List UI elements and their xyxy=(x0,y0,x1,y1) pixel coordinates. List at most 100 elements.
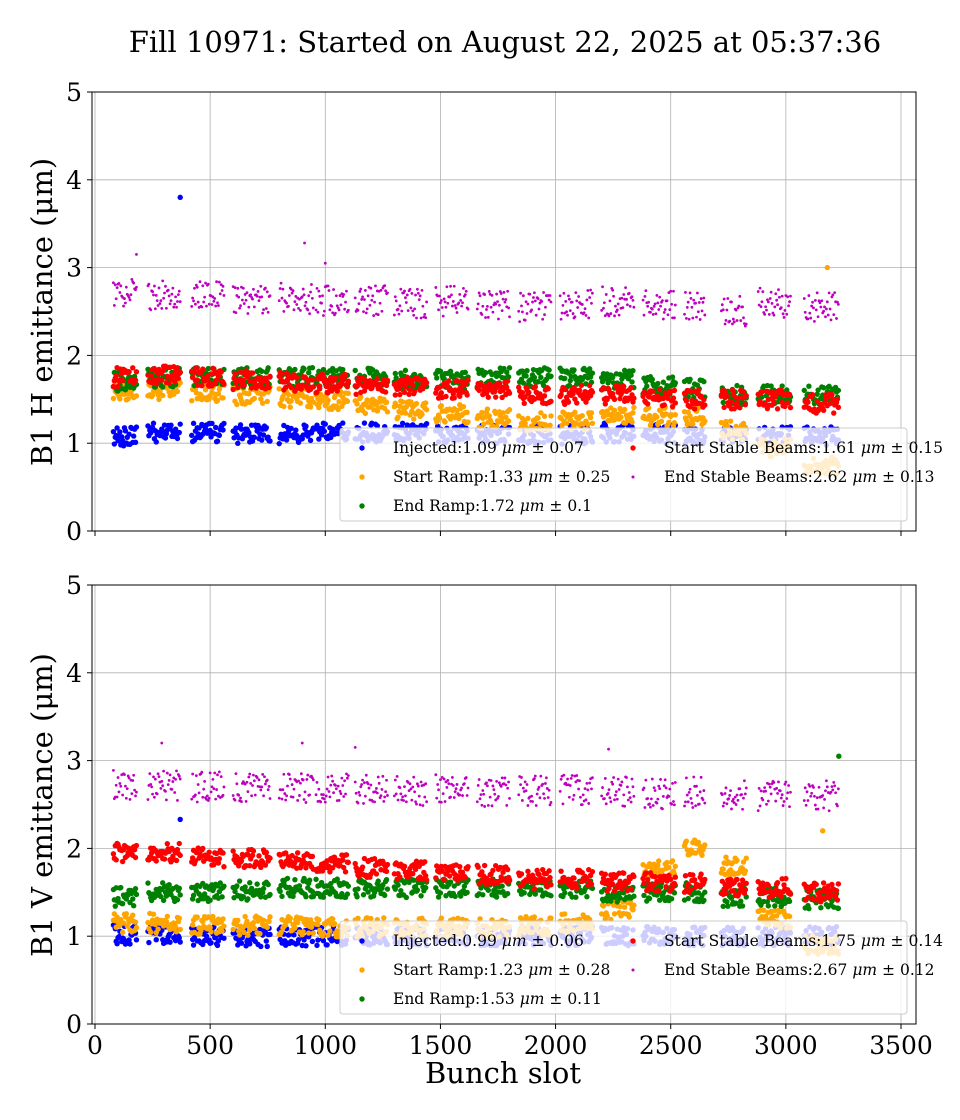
data-point xyxy=(125,396,131,402)
x-tick-label: 500 xyxy=(186,1031,234,1060)
data-point xyxy=(480,892,486,898)
data-point xyxy=(316,917,322,923)
data-point xyxy=(342,293,346,296)
data-point xyxy=(230,926,236,933)
data-point xyxy=(702,296,706,300)
data-point xyxy=(687,317,691,321)
data-point xyxy=(494,302,498,306)
data-point xyxy=(567,297,571,301)
data-point xyxy=(477,916,483,922)
data-point xyxy=(123,896,130,902)
data-point xyxy=(447,368,454,375)
data-point xyxy=(617,903,623,910)
data-point xyxy=(392,392,398,398)
data-point xyxy=(219,928,225,934)
data-point xyxy=(646,304,650,308)
data-point xyxy=(235,294,239,297)
data-point xyxy=(241,286,245,290)
data-point xyxy=(568,309,572,313)
data-point xyxy=(160,306,164,310)
data-point xyxy=(322,314,325,317)
data-point xyxy=(534,313,538,317)
data-point xyxy=(701,396,707,403)
data-point xyxy=(364,311,368,315)
data-point xyxy=(285,301,288,305)
data-point xyxy=(531,374,538,381)
data-point xyxy=(237,422,244,428)
data-point xyxy=(408,287,412,291)
data-point xyxy=(252,305,256,309)
data-point xyxy=(757,303,761,307)
data-point xyxy=(722,389,728,395)
x-tick-label: 1500 xyxy=(409,1031,473,1060)
data-point xyxy=(259,368,265,375)
data-point xyxy=(353,391,359,397)
data-point xyxy=(809,391,816,398)
data-point xyxy=(234,401,240,408)
data-point xyxy=(486,315,490,319)
data-point xyxy=(465,377,471,383)
data-point xyxy=(192,299,195,303)
data-point xyxy=(566,313,569,317)
data-point xyxy=(459,298,463,302)
data-point xyxy=(166,882,172,888)
data-point xyxy=(591,291,594,295)
data-point xyxy=(221,284,225,288)
data-point xyxy=(561,303,565,307)
data-point xyxy=(604,396,610,403)
data-point xyxy=(177,380,183,386)
data-point xyxy=(672,400,679,406)
data-point xyxy=(759,394,765,400)
data-point xyxy=(264,307,268,310)
data-point xyxy=(626,303,629,307)
data-point xyxy=(189,432,195,439)
data-point xyxy=(256,290,260,293)
data-point xyxy=(195,285,199,289)
data-point xyxy=(176,885,182,892)
data-point xyxy=(154,293,158,297)
data-point xyxy=(212,424,219,431)
data-point xyxy=(728,319,732,323)
data-point xyxy=(263,424,270,431)
data-point xyxy=(126,431,132,437)
legend-entry: Start Ramp:1.33 μm ± 0.25 xyxy=(393,468,610,486)
y-tick-label: 4 xyxy=(66,166,82,195)
data-point xyxy=(301,287,305,291)
data-point xyxy=(303,943,309,949)
data-point xyxy=(779,306,783,310)
data-point xyxy=(499,394,505,401)
data-point xyxy=(536,297,540,300)
data-point xyxy=(360,892,367,898)
data-point xyxy=(742,868,749,874)
data-point xyxy=(685,895,691,902)
data-point xyxy=(281,403,287,410)
data-point xyxy=(611,911,618,917)
data-point xyxy=(287,915,293,921)
data-point xyxy=(589,288,592,292)
data-point xyxy=(114,297,118,301)
data-point xyxy=(267,914,273,920)
data-point xyxy=(266,918,272,925)
data-point xyxy=(177,926,183,933)
data-point xyxy=(649,388,655,394)
data-point xyxy=(177,892,183,898)
data-point xyxy=(373,300,376,304)
data-point xyxy=(478,294,482,298)
data-point xyxy=(334,311,337,315)
data-point xyxy=(624,286,627,290)
data-point xyxy=(147,282,151,286)
series-start-ramp xyxy=(110,264,842,478)
data-point xyxy=(120,936,127,942)
data-point xyxy=(133,393,140,399)
data-point xyxy=(481,304,485,308)
data-point xyxy=(163,918,170,925)
data-point xyxy=(548,893,554,899)
data-point xyxy=(363,289,367,292)
data-point xyxy=(462,286,465,290)
data-point xyxy=(615,308,619,312)
data-point xyxy=(825,300,829,304)
data-point xyxy=(393,375,399,381)
data-point xyxy=(175,305,178,309)
data-point xyxy=(609,374,616,381)
data-point xyxy=(358,394,364,400)
